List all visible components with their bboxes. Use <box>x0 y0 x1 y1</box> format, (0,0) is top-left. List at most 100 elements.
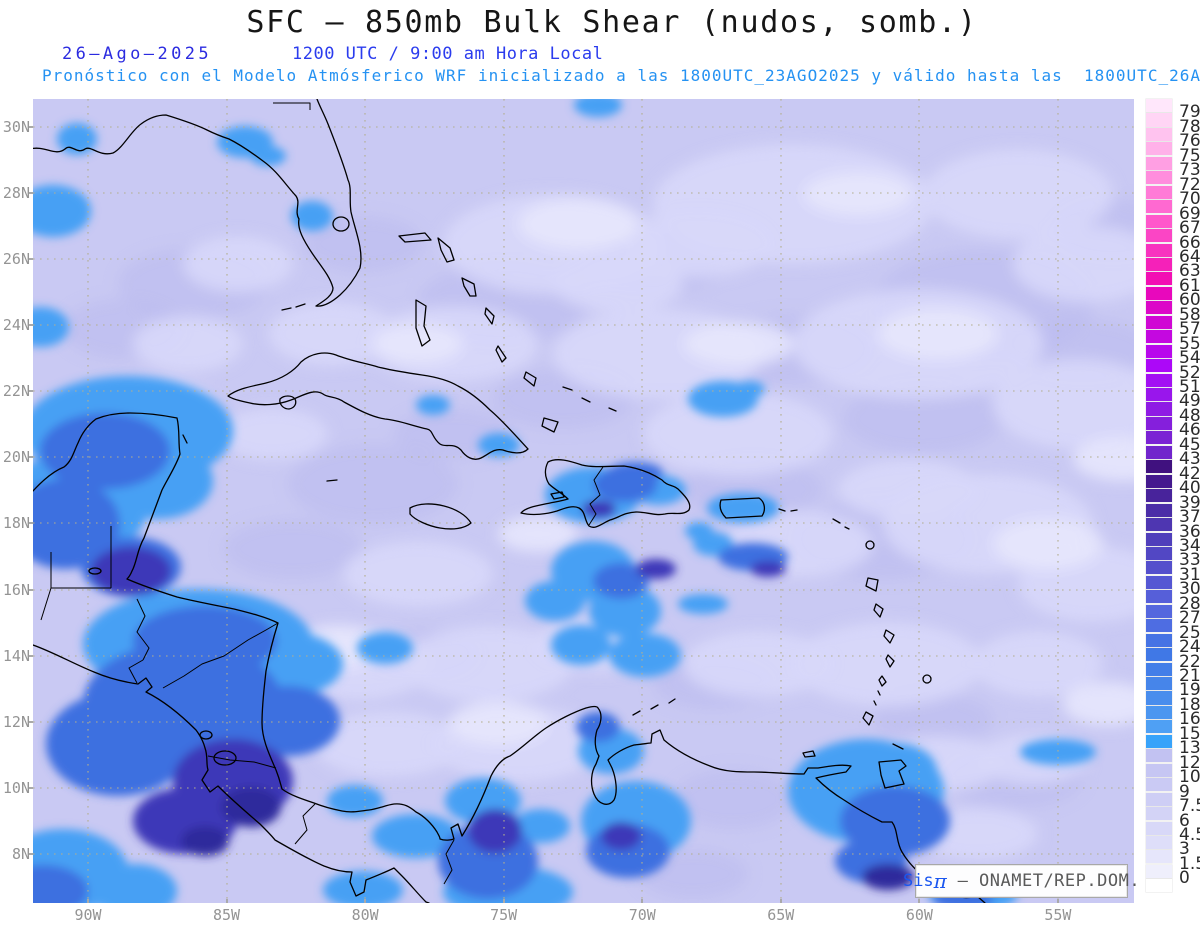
colorbar-tick-label: 30 <box>1179 579 1200 600</box>
coastlines <box>33 99 986 903</box>
colorbar-swatch <box>1146 720 1172 734</box>
colorbar-swatch <box>1146 344 1172 358</box>
colorbar-swatch <box>1146 518 1172 532</box>
colorbar-tick-label: 73.5 <box>1179 160 1200 181</box>
lat-tick-label: 16N <box>2 580 30 599</box>
colorbar-swatch <box>1146 330 1172 344</box>
lon-tick <box>779 899 782 903</box>
lat-tick-label: 12N <box>2 712 30 731</box>
colorbar-tick-label: 52.5 <box>1179 362 1200 383</box>
lake-izabal <box>88 567 102 575</box>
lake-managua <box>199 730 213 740</box>
lat-tick-label: 30N <box>2 118 30 136</box>
colorbar-tick-label: 10.5 <box>1179 767 1200 788</box>
colorbar-tick-label: 1.5 <box>1179 853 1200 874</box>
lon-tick-label: 90W <box>74 906 102 924</box>
colorbar-tick-label: 34.5 <box>1179 535 1200 556</box>
lon-tick-label: 85W <box>213 906 241 924</box>
colorbar-tick-label: 33 <box>1179 550 1200 571</box>
lat-tick <box>29 588 33 591</box>
colorbar-swatch <box>1146 402 1172 416</box>
lon-tick-label: 80W <box>351 906 379 924</box>
colorbar-tick-label: 76.5 <box>1179 131 1200 152</box>
colorbar-tick-label: 66 <box>1179 232 1200 253</box>
lat-tick-label: 22N <box>2 382 30 401</box>
lon-tick-label: 65W <box>767 906 795 924</box>
lat-tick <box>29 720 33 723</box>
colorbar-swatch <box>1146 532 1172 546</box>
colorbar-tick-label: 19.5 <box>1179 680 1200 701</box>
lake-okeechobee <box>332 216 350 232</box>
colorbar-swatch <box>1146 864 1172 878</box>
colorbar-tick-label: 72 <box>1179 174 1200 195</box>
lat-tick <box>29 786 33 789</box>
colorbar-swatch <box>1146 445 1172 459</box>
colorbar-tick-label: 57 <box>1179 319 1200 340</box>
colorbar-swatch <box>1146 113 1172 127</box>
lat-tick-label: 28N <box>2 184 30 203</box>
colorbar-swatch <box>1146 503 1172 517</box>
lon-tick-label: 60W <box>905 906 933 924</box>
colorbar-swatch <box>1146 359 1172 373</box>
colorbar-swatch <box>1146 460 1172 474</box>
colorbar-swatch <box>1146 388 1172 402</box>
colorbar-swatch <box>1146 200 1172 214</box>
colorbar-swatch <box>1146 156 1172 170</box>
florida-keys <box>281 303 306 311</box>
lat-tick <box>29 654 33 657</box>
colorbar-tick-label: 37.5 <box>1179 507 1200 528</box>
colorbar-swatch <box>1146 315 1172 329</box>
colorbar-swatch <box>1146 546 1172 561</box>
colorbar-swatch <box>1146 691 1172 705</box>
colorbar-swatch <box>1146 749 1172 763</box>
lesser-antilles-islands <box>778 508 932 789</box>
colorbar-swatch <box>1146 257 1172 272</box>
colorbar-swatch <box>1146 301 1172 315</box>
colorbar-swatch <box>1146 807 1172 821</box>
colorbar-tick-label: 69 <box>1179 203 1200 224</box>
colorbar-swatch <box>1146 575 1172 589</box>
lon-tick-label: 70W <box>628 906 656 924</box>
lon-tick-label: 55W <box>1044 906 1072 924</box>
nicaragua-costa-rica-border <box>207 755 277 769</box>
colorbar-tick-label: 64.5 <box>1179 246 1200 267</box>
colorbar-tick-label: 49.5 <box>1179 391 1200 412</box>
lon-tick <box>87 899 89 903</box>
colorbar-swatch <box>1146 214 1172 228</box>
lon-tick <box>1056 899 1059 903</box>
lat-tick <box>29 258 33 261</box>
colorbar-swatch <box>1146 272 1172 286</box>
colorbar-tick-label: 48 <box>1179 405 1200 426</box>
lat-tick-label: 20N <box>2 448 30 467</box>
watermark-text: – ONAMET/REP.DOM. <box>946 871 1141 891</box>
colorbar-tick-label: 36 <box>1179 521 1200 542</box>
lat-tick <box>29 456 33 459</box>
colorbar-tick-label: 3 <box>1179 839 1190 860</box>
lat-tick-label: 14N <box>2 646 30 665</box>
lake-nicaragua <box>213 750 237 766</box>
abc-islands-margarita <box>632 698 816 758</box>
colorbar-tick-label: 70.5 <box>1179 189 1200 210</box>
colorbar-tick-label: 42 <box>1179 463 1200 484</box>
colorbar-swatch <box>1146 648 1172 662</box>
colorbar-tick-label: 40.5 <box>1179 478 1200 499</box>
colorbar-tick-label: 0 <box>1179 868 1190 889</box>
colorbar-tick-label: 9 <box>1179 781 1190 802</box>
colorbar-swatch <box>1146 373 1172 387</box>
colorbar-swatch <box>1146 705 1172 719</box>
puerto-rico-coastline <box>719 497 766 519</box>
colorbar-swatch <box>1146 127 1172 141</box>
lon-tick <box>225 899 228 903</box>
colorbar-tick-label: 51 <box>1179 377 1200 397</box>
isla-juventud <box>279 395 297 410</box>
colorbar-tick-label: 67.5 <box>1179 218 1200 239</box>
lat-tick <box>29 192 33 195</box>
haiti-dr-border <box>588 466 604 526</box>
lon-tick <box>918 899 921 903</box>
colorbar: 79.57876.57573.57270.56967.56664.56361.5… <box>1146 99 1200 896</box>
country-borders <box>40 526 455 885</box>
colorbar-tick-label: 25.5 <box>1179 622 1200 643</box>
cozumel-island <box>182 434 188 444</box>
lon-tick <box>364 899 367 903</box>
colorbar-swatch <box>1146 821 1172 835</box>
